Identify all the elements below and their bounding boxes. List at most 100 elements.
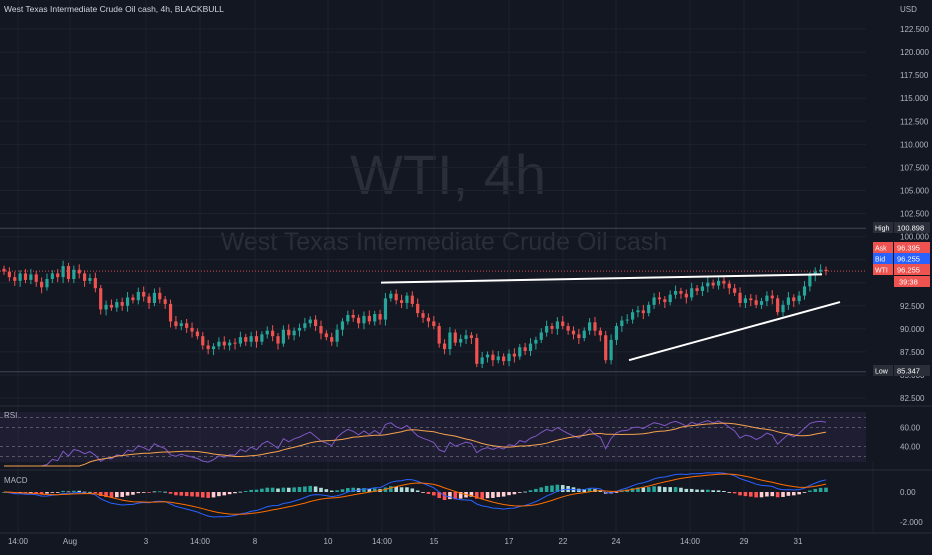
candle-body <box>561 321 565 327</box>
low-tag-value: 85.347 <box>897 367 920 376</box>
time-axis-label: 10 <box>324 537 333 546</box>
candle-body <box>679 290 683 294</box>
macd-histogram-bar <box>190 492 194 497</box>
candle-body <box>808 275 812 287</box>
candle-body <box>23 273 28 280</box>
candle-body <box>695 288 699 291</box>
bid-tag-value-bg <box>894 253 930 264</box>
candle-body <box>174 321 178 327</box>
candle-body <box>641 310 645 314</box>
macd-histogram-bar <box>706 489 710 492</box>
price-axis-label: 115.000 <box>900 94 929 103</box>
resistance-trendline[interactable] <box>380 273 823 284</box>
candle-body <box>281 329 285 344</box>
macd-histogram-bar <box>120 492 124 497</box>
rsi-label: RSI <box>4 411 17 420</box>
candle-body <box>657 297 662 300</box>
macd-histogram-bar <box>195 492 200 497</box>
candle-body <box>706 282 710 287</box>
price-tags: High 100.898 Ask 96.395 Bid 96.255 WTI 96.255 39… <box>873 222 930 376</box>
bid-tag-label-bg <box>873 253 893 264</box>
macd-histogram-bar <box>598 490 603 492</box>
macd-histogram-bar <box>668 487 672 492</box>
candle-body <box>373 314 377 322</box>
candle-body <box>770 295 774 299</box>
macd-histogram-bar <box>485 492 490 499</box>
candle-body <box>228 342 232 346</box>
drawing-trendlines[interactable] <box>380 273 841 362</box>
time-axis-label: 15 <box>430 537 439 546</box>
rsi-axis-label: 60.00 <box>900 423 921 432</box>
candle-body <box>99 288 103 310</box>
candle-body <box>518 347 522 357</box>
macd-histogram-bar <box>260 488 264 492</box>
candle-body <box>61 266 65 278</box>
macd-histogram-bar <box>394 486 398 492</box>
candle-body <box>437 326 441 344</box>
candle-body <box>496 356 500 361</box>
candle-body <box>593 322 597 331</box>
candle-body <box>523 347 527 351</box>
macd-histogram-bar <box>426 492 431 494</box>
price-axis-label: 105.000 <box>900 186 929 195</box>
macd-histogram-bar <box>367 488 372 492</box>
candle-body <box>491 354 495 361</box>
candle-body <box>802 286 807 296</box>
time-axis-label: 17 <box>505 537 514 546</box>
macd-histogram-bar <box>147 492 151 493</box>
candle-body <box>598 330 602 336</box>
support-trendline[interactable] <box>628 301 841 362</box>
macd-histogram-bar <box>303 486 307 492</box>
candle-body <box>351 314 355 318</box>
macd-histogram-bar <box>158 491 162 493</box>
time-axis[interactable]: 14:00 Aug 3 14:00 8 10 14:00 15 17 22 24 14:00 29 31 <box>0 532 932 546</box>
macd-histogram-bar <box>335 490 339 492</box>
rsi-pane[interactable]: RSI 60.00 40.00 <box>0 405 932 467</box>
macd-histogram-bar <box>587 488 592 492</box>
candle-body <box>40 281 44 288</box>
time-axis-label: 8 <box>253 537 258 546</box>
last-tag-label: WTI <box>875 268 888 275</box>
macd-histogram-bar <box>163 491 167 493</box>
price-axis-currency: USD <box>900 5 917 14</box>
macd-histogram-bar <box>249 489 253 492</box>
macd-histogram-bar <box>77 490 82 492</box>
ask-tag-value-bg <box>894 242 930 253</box>
macd-histogram-bar <box>786 492 791 496</box>
macd-histogram-bar <box>700 489 705 492</box>
candle-body <box>260 334 264 342</box>
macd-histogram-bar <box>292 487 296 492</box>
countdown-bg <box>894 276 930 287</box>
symbol-title[interactable]: West Texas Intermediate Crude Oil cash, … <box>4 4 224 14</box>
macd-histogram-bar <box>528 490 533 492</box>
candle-body <box>797 295 801 302</box>
macd-histogram-bar <box>104 492 108 498</box>
high-tag-label-bg <box>873 222 893 233</box>
macd-histogram-bar <box>480 492 484 499</box>
candle-body <box>233 342 237 344</box>
macd-histogram-bar <box>125 492 130 496</box>
candle-body <box>142 291 146 297</box>
bid-tag-label: Bid <box>875 257 885 264</box>
macd-histogram-bar <box>791 492 796 496</box>
macd-histogram-bar <box>238 491 243 493</box>
macd-histogram-bar <box>410 488 415 492</box>
candle-body <box>604 335 608 361</box>
macd-histogram-bar <box>405 487 409 492</box>
high-tag-value: 100.898 <box>897 224 924 233</box>
candle-body <box>109 304 114 308</box>
macd-histogram-bar <box>389 486 393 492</box>
macd-histogram-bar <box>652 486 656 492</box>
price-axis-label: 110.000 <box>900 140 929 149</box>
macd-pane[interactable]: MACD 0.00 -2.000 <box>0 469 932 527</box>
macd-histogram-bar <box>641 487 646 492</box>
price-axis-label: 92.500 <box>900 302 925 311</box>
candle-body <box>136 291 140 301</box>
macd-histogram-bar <box>109 492 114 498</box>
candle-body <box>781 304 785 313</box>
candle-body <box>716 280 721 286</box>
macd-histogram-bar <box>824 487 828 492</box>
candle-body <box>158 292 162 300</box>
macd-histogram-bar <box>141 492 146 493</box>
